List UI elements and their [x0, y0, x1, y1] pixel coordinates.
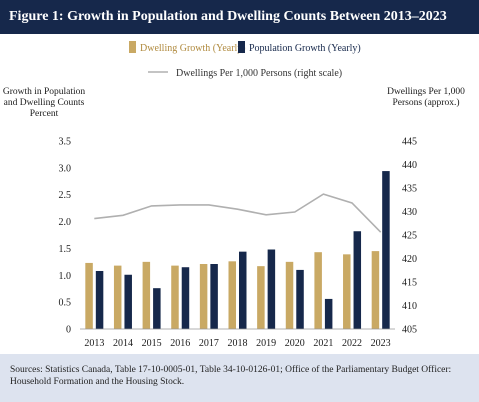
- bar-population-growth-2013: [95, 270, 104, 329]
- chart-svg: Dwelling Growth (Yearly) Population Growt…: [3, 41, 465, 349]
- x-tick-label-2022: 2022: [342, 338, 362, 349]
- source-note: Sources: Statistics Canada, Table 17-10-…: [0, 354, 479, 402]
- legend-label-dwelling-growth: Dwelling Growth (Yearly): [140, 43, 246, 54]
- left-tick-label: 0: [66, 325, 71, 336]
- bar-dwelling-growth-2021: [314, 252, 322, 329]
- x-tick-label-2020: 2020: [285, 338, 305, 349]
- bar-population-growth-2020: [296, 269, 304, 329]
- right-tick-label: 410: [402, 301, 417, 312]
- bar-dwelling-growth-2019: [257, 266, 265, 329]
- bar-dwelling-growth-2015: [142, 261, 151, 329]
- figure-title: Figure 1: Growth in Population and Dwell…: [0, 0, 479, 34]
- legend-swatch-dwelling-growth: [129, 41, 136, 53]
- bar-dwelling-growth-2017: [199, 264, 208, 329]
- x-tick-label-2018: 2018: [228, 338, 248, 349]
- bar-dwelling-growth-2013: [85, 262, 93, 329]
- bar-population-growth-2016: [181, 267, 190, 329]
- right-axis-title-line: Persons (approx.): [392, 97, 459, 108]
- bar-population-growth-2015: [153, 288, 161, 329]
- legend-swatch-population-growth: [238, 41, 245, 53]
- left-tick-label: 0.5: [59, 298, 72, 309]
- bar-population-growth-2023: [382, 171, 390, 329]
- left-axis-title-line: Percent: [30, 109, 59, 119]
- bar-population-growth-2018: [239, 251, 247, 329]
- right-axis-title-line: Dwellings Per 1,000: [387, 87, 465, 97]
- x-tick-label-2015: 2015: [142, 338, 162, 349]
- left-tick-label: 2.0: [59, 217, 72, 228]
- left-tick-label: 1.0: [59, 271, 72, 282]
- bar-dwelling-growth-2014: [113, 265, 122, 329]
- bar-population-growth-2019: [267, 249, 276, 329]
- bar-dwelling-growth-2023: [371, 251, 380, 329]
- bar-dwelling-growth-2020: [285, 261, 294, 329]
- chart-area: Dwelling Growth (Yearly) Population Growt…: [0, 34, 479, 354]
- x-tick-label-2017: 2017: [199, 338, 219, 349]
- left-axis-title-line: Growth in Population: [3, 87, 86, 97]
- left-tick-label: 3.0: [59, 163, 72, 174]
- x-tick-label-2013: 2013: [84, 338, 104, 349]
- line-dwellings-per-1000: [94, 193, 382, 233]
- bar-dwelling-growth-2016: [171, 265, 179, 329]
- x-tick-label-2021: 2021: [313, 338, 333, 349]
- bar-dwelling-growth-2018: [228, 261, 236, 329]
- bar-dwelling-growth-2022: [343, 254, 351, 329]
- right-tick-label: 440: [402, 160, 417, 171]
- right-tick-label: 435: [402, 184, 417, 195]
- left-tick-label: 3.5: [59, 137, 72, 148]
- x-tick-label-2016: 2016: [170, 338, 190, 349]
- right-tick-label: 415: [402, 278, 417, 289]
- x-tick-label-2023: 2023: [371, 338, 391, 349]
- bar-population-growth-2017: [210, 264, 218, 329]
- legend-label-dwellings-per-1000: Dwellings Per 1,000 Persons (right scale…: [176, 68, 342, 79]
- bar-population-growth-2022: [353, 231, 362, 329]
- bar-population-growth-2014: [124, 274, 132, 329]
- x-tick-label-2019: 2019: [256, 338, 276, 349]
- left-tick-label: 2.5: [59, 190, 72, 201]
- legend-label-population-growth: Population Growth (Yearly): [249, 43, 361, 54]
- right-tick-label: 430: [402, 207, 417, 218]
- right-tick-label: 405: [402, 325, 417, 336]
- left-tick-label: 1.5: [59, 244, 72, 255]
- bar-population-growth-2021: [324, 298, 333, 329]
- right-tick-label: 445: [402, 137, 417, 148]
- right-tick-label: 425: [402, 231, 417, 242]
- right-tick-label: 420: [402, 254, 417, 265]
- left-axis-title-line: and Dwelling Counts: [4, 98, 85, 108]
- x-tick-label-2014: 2014: [113, 338, 133, 349]
